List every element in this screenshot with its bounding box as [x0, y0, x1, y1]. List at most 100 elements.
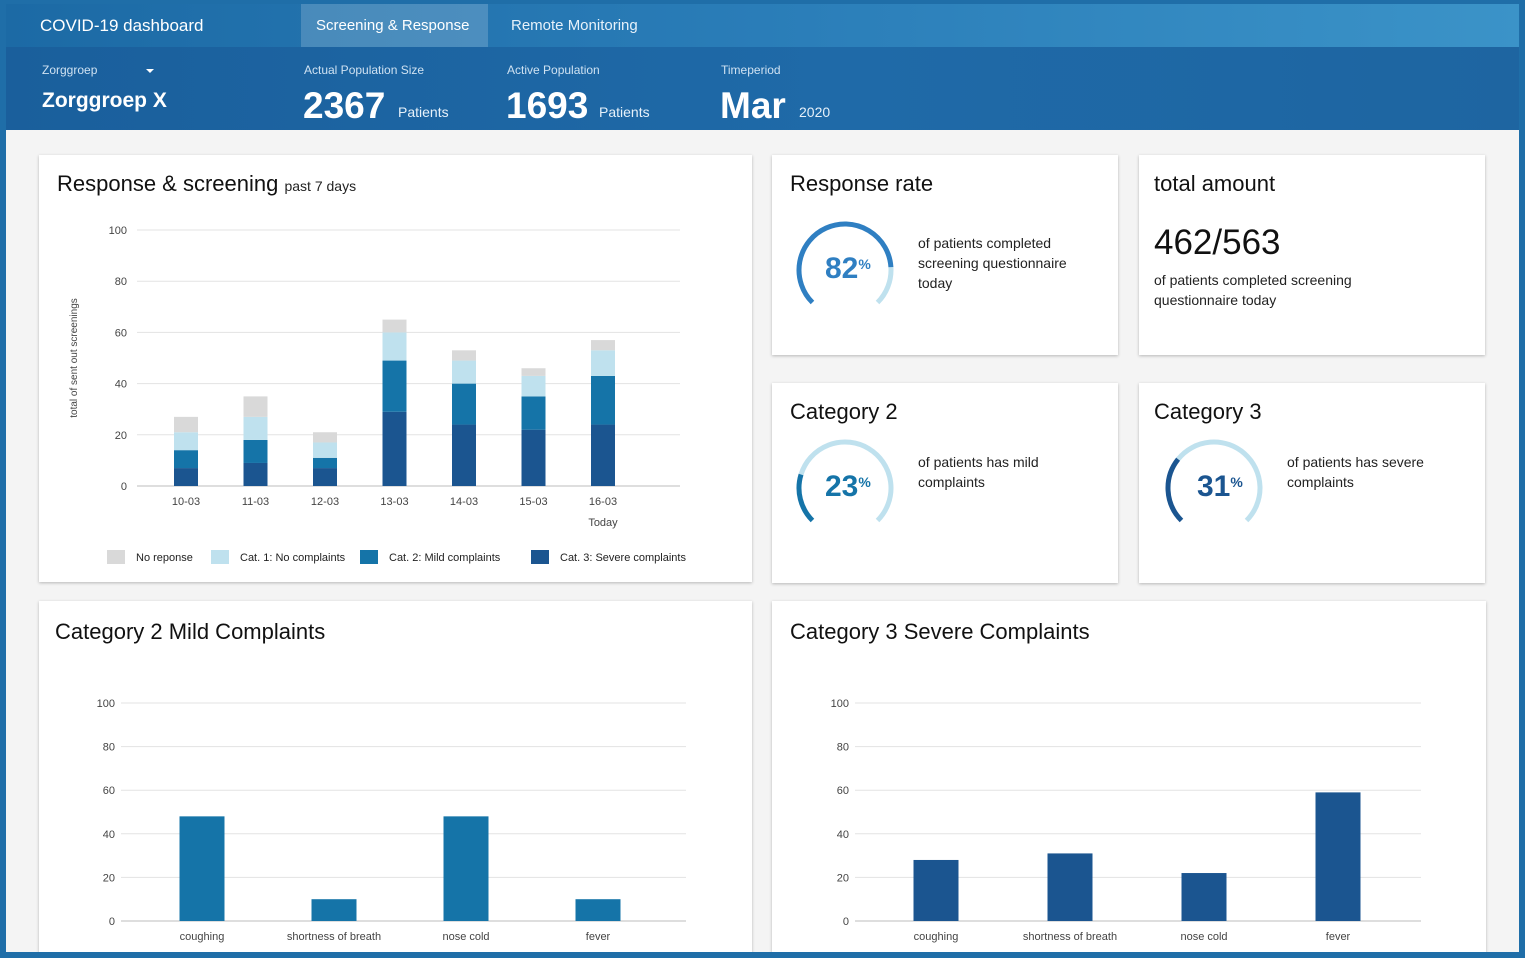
bar-segment [591, 350, 615, 376]
response-rate-card: Response rate 82% of patients completed … [772, 155, 1118, 355]
active-population-label: Active Population [507, 63, 600, 77]
response-rate-gauge [796, 221, 894, 305]
bar-segment [521, 396, 546, 430]
stacked-bar-chart: 0 20 40 60 80 100 total of sent out screenings… [69, 225, 686, 564]
tab-remote-monitoring[interactable]: Remote Monitoring [511, 17, 638, 34]
bar-segment [313, 468, 337, 486]
y-tick-label: 20 [103, 872, 115, 884]
legend-swatch [531, 550, 549, 564]
x-tick-label: 11-03 [242, 496, 269, 508]
timeperiod-year: 2020 [799, 104, 831, 120]
response-rate-description: of patients completed screening question… [918, 235, 1067, 291]
bar-segment [452, 360, 476, 384]
y-tick-label: 60 [115, 327, 127, 339]
y-tick-label: 80 [115, 276, 127, 288]
x-tick-label: 16-03 [589, 496, 617, 508]
total-amount-card: total amount 462/563 of patients complet… [1139, 155, 1485, 355]
bar-segment [452, 383, 476, 425]
y-tick-label: 20 [115, 430, 127, 442]
y-tick-label: 20 [837, 872, 849, 884]
severe-complaints-title: Category 3 Severe Complaints [790, 619, 1090, 644]
y-tick-label: 40 [115, 379, 127, 391]
response-rate-title: Response rate [790, 171, 934, 196]
category-3-description: of patients has severe complaints [1287, 454, 1424, 490]
x-tick-label: shortness of breath [287, 931, 381, 943]
category-2-gauge [796, 439, 894, 523]
bar [179, 816, 225, 921]
legend-label: Cat. 3: Severe complaints [560, 552, 686, 564]
bar-segment [382, 332, 407, 361]
bar [913, 859, 959, 921]
total-amount-title: total amount [1154, 171, 1276, 196]
bar-segment [174, 468, 198, 486]
bar-segment [591, 375, 615, 425]
total-amount-description: of patients completed screening question… [1154, 272, 1352, 308]
bar [1181, 873, 1227, 921]
card-title: Response & screening past 7 days [57, 171, 356, 197]
y-tick-label: 40 [837, 829, 849, 841]
bar [1047, 853, 1093, 921]
bar [443, 816, 489, 921]
category-3-value: 31% [1197, 470, 1243, 503]
y-tick-label: 80 [103, 742, 115, 754]
bar-segment [313, 432, 337, 443]
y-tick-label: 60 [837, 785, 849, 797]
bar-segment [591, 424, 615, 486]
bar-segment [521, 368, 546, 376]
x-tick-label: coughing [914, 931, 959, 943]
bar-segment [313, 442, 337, 458]
mild-complaints-chart: 0 20 40 60 80 100 coughing shortness of breath n… [97, 698, 686, 943]
category-3-card: Category 3 31% of patients has severe co… [1139, 383, 1485, 583]
population-size-unit: Patients [398, 104, 449, 120]
legend-swatch [360, 550, 378, 564]
bar-segment [243, 439, 268, 463]
gauge-value-arc [796, 473, 815, 523]
bar-segment [382, 411, 407, 486]
mild-complaints-card: Category 2 Mild Complaints 0 20 40 60 80 100 c… [39, 601, 752, 952]
severe-complaints-chart: 0 20 40 60 80 100 coughing shortness of breath n… [831, 698, 1421, 943]
severe-complaints-card: Category 3 Severe Complaints 0 20 40 60 80 10… [772, 601, 1486, 952]
bar [1315, 792, 1361, 921]
y-tick-label: 60 [103, 785, 115, 797]
legend-swatch [211, 550, 229, 564]
bar [311, 899, 357, 921]
y-tick-label: 40 [103, 829, 115, 841]
x-tick-label: nose cold [442, 931, 489, 943]
timeperiod-label: Timeperiod [721, 63, 781, 77]
bar-segment [521, 375, 546, 397]
bar-segment [452, 424, 476, 486]
active-population-value: 1693 [506, 85, 589, 126]
y-axis-label: total of sent out screenings [69, 298, 80, 418]
bar-segment [313, 457, 337, 469]
response-screening-subtitle: past 7 days [284, 178, 357, 194]
timeperiod-month: Mar [720, 85, 786, 126]
category-3-gauge [1165, 439, 1263, 523]
y-tick-label: 100 [97, 698, 115, 710]
dashboard-frame: COVID-19 dashboard Screening & Response … [6, 4, 1519, 952]
chevron-down-icon[interactable] [146, 69, 154, 73]
x-tick-label: nose cold [1180, 931, 1227, 943]
tab-screening-response[interactable]: Screening & Response [301, 4, 488, 47]
x-tick-label: 12-03 [311, 496, 339, 508]
legend-label: Cat. 1: No complaints [240, 552, 346, 564]
x-tick-sublabel: Today [588, 517, 618, 529]
category-2-value: 23% [825, 470, 871, 503]
bar-segment [243, 396, 268, 417]
gauge-remaining-arc [1176, 439, 1263, 523]
gauge-remaining-arc [875, 266, 894, 305]
category-3-title: Category 3 [1154, 399, 1262, 424]
x-tick-label: coughing [180, 931, 225, 943]
gauge-remaining-arc [798, 439, 894, 523]
mild-complaints-title: Category 2 Mild Complaints [55, 619, 326, 644]
x-tick-label: fever [1326, 931, 1351, 943]
x-tick-label: 10-03 [172, 496, 200, 508]
total-amount-value: 462/563 [1154, 223, 1281, 262]
bar-segment [243, 462, 268, 486]
gauge-value-arc [1165, 457, 1184, 523]
bar-segment [452, 350, 476, 361]
x-tick-label: shortness of breath [1023, 931, 1117, 943]
x-tick-label: 14-03 [450, 496, 478, 508]
bar-segment [243, 416, 268, 440]
category-2-card: Category 2 23% of patients has mild comp… [772, 383, 1118, 583]
bar-segment [382, 319, 407, 333]
